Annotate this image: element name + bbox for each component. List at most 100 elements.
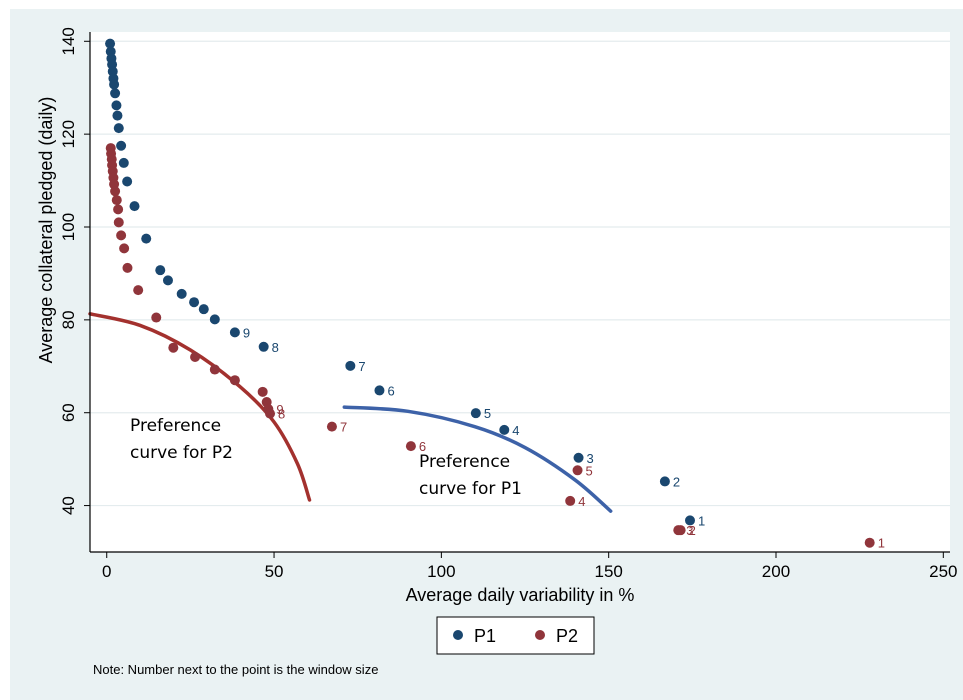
- point-label-p2-1: 1: [878, 536, 885, 551]
- point-p1-9: [112, 110, 123, 121]
- point-p2-15: [151, 312, 162, 323]
- point-label-p2-8: 8: [278, 407, 285, 422]
- point-p1-29: [659, 476, 670, 487]
- y-tick-label-140: 140: [59, 27, 78, 55]
- point-p1-0: [105, 38, 116, 49]
- point-p1-7: [110, 88, 121, 99]
- point-p2-24: [326, 421, 337, 432]
- point-p2-27: [565, 495, 576, 506]
- point-p1-6: [109, 79, 120, 90]
- point-label-p1-7: 7: [358, 359, 365, 374]
- point-p2-11: [116, 230, 127, 241]
- x-tick-label-100: 100: [427, 562, 455, 581]
- point-p2-29: [675, 525, 686, 536]
- gridlines: [90, 40, 950, 507]
- point-p1-30: [684, 515, 695, 526]
- y-tick-label-80: 80: [59, 310, 78, 329]
- legend-marker-p2: [535, 630, 545, 640]
- preference-curve-p2: [88, 312, 312, 502]
- point-p2-23: [265, 408, 276, 419]
- legend-label-p1: P1: [474, 626, 496, 646]
- point-p1-8: [111, 100, 122, 111]
- point-p1-24: [345, 360, 356, 371]
- point-p2-13: [122, 262, 133, 273]
- point-p1-23: [258, 341, 269, 352]
- y-tick-label-120: 120: [59, 120, 78, 148]
- point-p1-18: [176, 288, 187, 299]
- point-p1-21: [209, 314, 220, 325]
- data-points: [105, 38, 875, 548]
- legend-marker-p1: [453, 630, 463, 640]
- point-p2-8: [111, 195, 122, 206]
- point-p1-28: [573, 452, 584, 463]
- point-label-p2-6: 6: [419, 439, 426, 454]
- point-label-p2-7: 7: [340, 420, 347, 435]
- point-p1-11: [116, 140, 127, 151]
- x-axis-title: Average daily variability in %: [406, 585, 635, 605]
- point-p1-14: [129, 201, 140, 212]
- legend: P1 P2: [436, 616, 595, 655]
- point-p1-19: [189, 297, 200, 308]
- point-p2-7: [110, 186, 121, 197]
- point-p1-17: [162, 275, 173, 286]
- y-tick-label-60: 60: [59, 403, 78, 422]
- point-p2-12: [119, 243, 130, 254]
- chart-note: Note: Number next to the point is the wi…: [93, 662, 378, 677]
- point-p2-26: [572, 465, 583, 476]
- point-label-p1-1: 1: [698, 513, 705, 528]
- point-label-p2-3: 3: [686, 523, 693, 538]
- y-tick-label-40: 40: [59, 496, 78, 515]
- point-p1-26: [470, 408, 481, 419]
- point-p1-12: [118, 157, 129, 168]
- point-label-p2-2: 2: [689, 523, 696, 538]
- point-p1-13: [122, 176, 133, 187]
- annotation-p2-line2: curve for P2: [130, 443, 233, 463]
- point-label-p1-3: 3: [587, 451, 594, 466]
- annotation-p1-line2: curve for P1: [419, 479, 522, 499]
- point-p1-10: [113, 123, 124, 134]
- point-p2-10: [113, 217, 124, 228]
- x-tick-label-150: 150: [594, 562, 622, 581]
- point-p1-27: [499, 424, 510, 435]
- point-label-p1-8: 8: [272, 340, 279, 355]
- x-axis-ticks: 0 50 100 150 200 250: [102, 552, 957, 581]
- point-p2-25: [405, 441, 416, 452]
- point-label-p2-5: 5: [586, 463, 593, 478]
- y-axis-ticks: 40 60 80 100 120 140: [59, 27, 90, 515]
- plot-area: [90, 32, 950, 552]
- x-tick-label-250: 250: [929, 562, 957, 581]
- point-label-p2-4: 4: [578, 494, 585, 509]
- x-tick-label-200: 200: [762, 562, 790, 581]
- x-tick-label-0: 0: [102, 562, 111, 581]
- point-p2-9: [113, 204, 124, 215]
- y-tick-label-100: 100: [59, 213, 78, 241]
- preference-curves: [88, 312, 613, 513]
- point-p1-25: [374, 385, 385, 396]
- point-label-p1-9: 9: [243, 325, 250, 340]
- point-p2-16: [168, 342, 179, 353]
- x-tick-label-50: 50: [265, 562, 284, 581]
- point-p2-20: [257, 386, 268, 397]
- point-p1-20: [198, 304, 209, 315]
- annotation-p1-line1: Preference: [419, 452, 510, 472]
- point-label-p2-9: 9: [276, 402, 283, 417]
- point-p1-16: [155, 265, 166, 276]
- point-p1-15: [141, 233, 152, 244]
- point-p2-30: [864, 537, 875, 548]
- point-p1-22: [229, 327, 240, 338]
- point-p2-14: [133, 285, 144, 296]
- preference-curve-p1: [342, 405, 613, 513]
- legend-box: [436, 616, 595, 655]
- legend-label-p2: P2: [556, 626, 578, 646]
- annotation-p2-line1: Preference: [130, 416, 221, 436]
- point-p2-19: [229, 375, 240, 386]
- y-axis-title: Average collateral pledged (daily): [36, 97, 56, 364]
- point-p2-17: [190, 352, 201, 362]
- point-label-p1-2: 2: [673, 474, 680, 489]
- point-p2-18: [209, 364, 220, 375]
- point-label-p1-5: 5: [484, 406, 491, 421]
- point-label-p1-6: 6: [387, 383, 394, 398]
- point-label-p1-4: 4: [512, 423, 519, 438]
